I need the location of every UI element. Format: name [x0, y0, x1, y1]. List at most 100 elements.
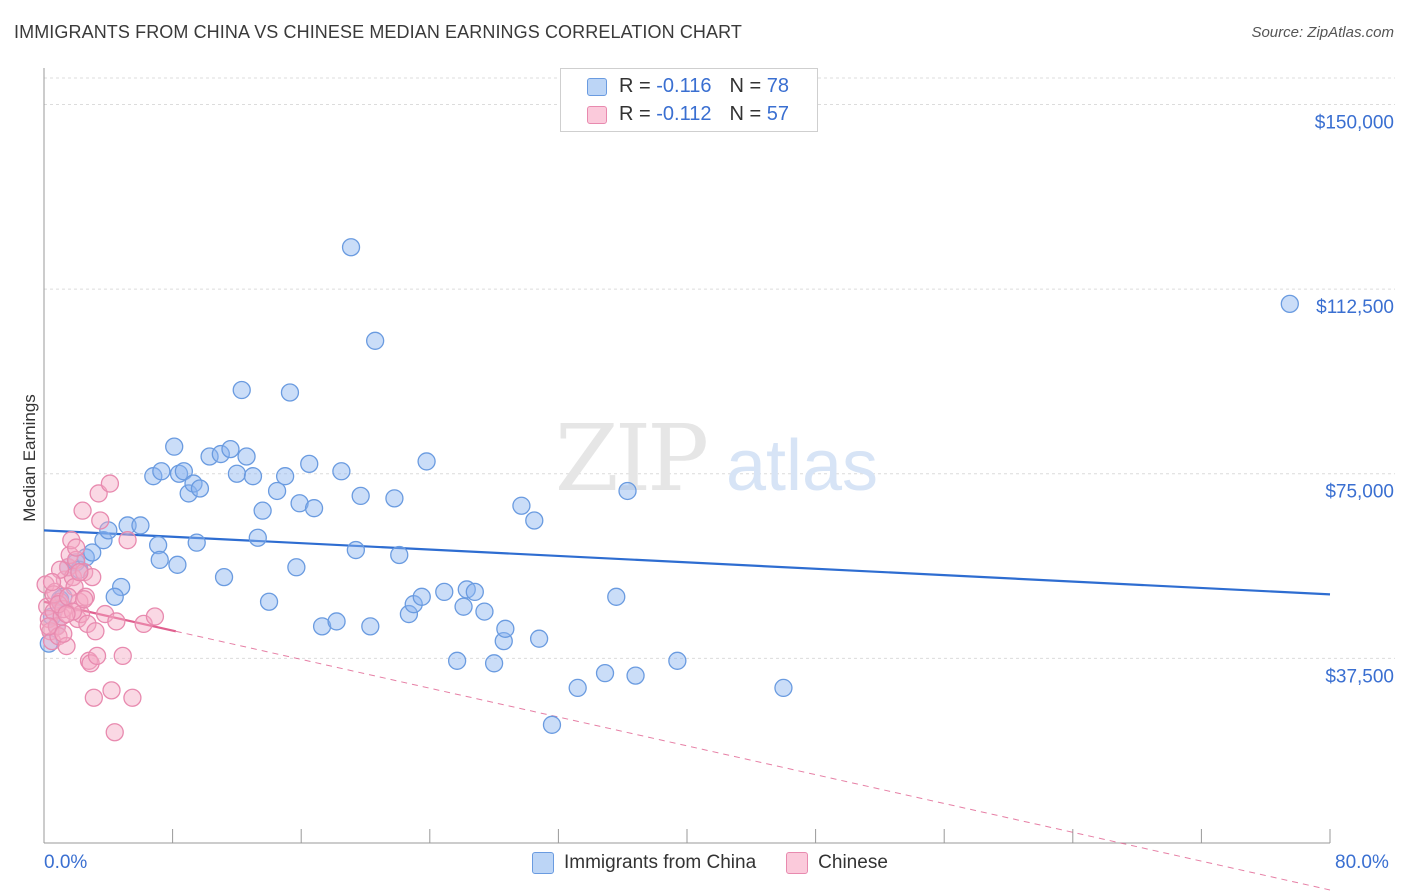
data-point-china	[280, 383, 300, 402]
data-point-china	[365, 331, 385, 350]
data-point-china	[484, 654, 504, 673]
legend-r-value: -0.112	[656, 103, 712, 125]
data-point-china	[618, 481, 637, 501]
data-point-china	[332, 462, 351, 481]
data-points	[36, 238, 1299, 742]
data-point-china	[774, 678, 793, 698]
chart-source: Source: ZipAtlas.com	[1251, 24, 1394, 41]
data-point-china	[341, 238, 361, 257]
legend-swatch-chinese	[587, 105, 607, 124]
trend-line	[43, 529, 1331, 596]
data-point-china	[390, 545, 409, 565]
data-point-china	[287, 558, 306, 577]
data-point-china	[542, 715, 562, 734]
data-point-chinese	[73, 501, 92, 520]
data-point-china	[304, 499, 324, 518]
data-point-chinese	[87, 646, 107, 666]
legend-swatch-china	[587, 77, 607, 96]
watermark-zip: ZIP	[555, 405, 706, 512]
data-point-china	[454, 597, 473, 616]
watermark: ZIP atlas	[555, 405, 878, 512]
data-point-china	[327, 612, 346, 631]
data-point-china	[187, 533, 206, 552]
data-point-china	[399, 604, 419, 624]
series-swatch-china	[532, 852, 554, 874]
data-point-china	[243, 467, 263, 486]
data-point-chinese	[118, 531, 137, 550]
data-point-china	[211, 444, 230, 464]
x-tick-min: 0.0%	[44, 852, 88, 873]
series-legend-china[interactable]: Immigrants from China	[532, 852, 756, 874]
axes	[43, 68, 1331, 844]
legend-row-chinese: R = -0.112 N = 57	[587, 103, 789, 126]
data-point-china	[351, 486, 370, 506]
data-point-china	[361, 617, 380, 636]
data-point-china	[1280, 294, 1299, 314]
data-point-china	[346, 540, 366, 560]
data-point-chinese	[105, 723, 124, 742]
data-point-chinese	[100, 474, 120, 493]
data-point-china	[174, 462, 194, 481]
data-point-china	[412, 587, 431, 606]
legend-n-value: 78	[766, 75, 789, 97]
data-point-china	[237, 447, 256, 466]
data-point-china	[214, 567, 234, 587]
data-point-china	[221, 439, 240, 459]
chart-title: IMMIGRANTS FROM CHINA VS CHINESE MEDIAN …	[14, 22, 743, 42]
data-point-chinese	[57, 604, 76, 624]
data-point-china	[512, 496, 531, 515]
data-point-china	[248, 528, 267, 547]
data-point-china	[168, 555, 187, 574]
data-point-china	[385, 489, 404, 508]
correlation-legend: R = -0.116 N = 78 R = -0.112 N = 57	[560, 68, 818, 132]
legend-r-label: R =	[619, 103, 651, 125]
data-point-chinese	[145, 607, 165, 626]
data-point-chinese	[39, 617, 58, 636]
series-legend-label: Chinese	[818, 852, 888, 873]
data-point-china	[475, 602, 494, 621]
data-point-china	[568, 678, 587, 698]
data-point-chinese	[54, 624, 73, 643]
series-legend: Immigrants from China Chinese	[532, 852, 918, 874]
data-point-china	[118, 516, 137, 535]
data-point-china	[131, 516, 150, 535]
data-point-china	[275, 467, 295, 486]
legend-n-value: 57	[766, 103, 789, 125]
data-point-china	[105, 587, 124, 606]
data-point-china	[227, 464, 247, 483]
data-point-chinese	[102, 681, 121, 700]
data-point-china	[465, 582, 484, 602]
data-point-china	[529, 629, 549, 648]
data-point-china	[152, 462, 171, 481]
data-point-china	[112, 577, 131, 597]
data-point-china	[300, 454, 319, 474]
data-point-chinese	[113, 646, 132, 666]
watermark-atlas: atlas	[726, 426, 878, 506]
data-point-chinese	[84, 688, 103, 707]
data-point-china	[290, 494, 309, 513]
data-point-china	[148, 535, 168, 555]
data-point-china	[267, 481, 287, 501]
legend-n-label: N =	[729, 103, 762, 125]
data-point-china	[232, 380, 251, 400]
y-tick-label: $112,500	[1316, 297, 1394, 318]
legend-row-china: R = -0.116 N = 78	[587, 75, 789, 98]
series-legend-chinese[interactable]: Chinese	[786, 852, 888, 874]
data-point-china	[94, 531, 113, 550]
series-swatch-chinese	[786, 852, 809, 874]
data-point-chinese	[107, 612, 126, 631]
data-point-china	[200, 447, 219, 466]
data-point-china	[496, 619, 515, 638]
data-point-china	[626, 666, 645, 685]
data-point-china	[150, 550, 169, 570]
data-point-china	[417, 452, 436, 471]
data-point-chinese	[75, 590, 94, 609]
data-point-china	[525, 511, 544, 530]
data-point-china	[165, 437, 184, 456]
y-tick-labels: $37,500 $75,000 $112,500 $150,000	[1315, 112, 1394, 687]
y-tick-label: $150,000	[1315, 112, 1394, 133]
data-point-china	[190, 479, 210, 498]
data-point-china	[668, 651, 687, 670]
data-point-china	[447, 651, 467, 670]
